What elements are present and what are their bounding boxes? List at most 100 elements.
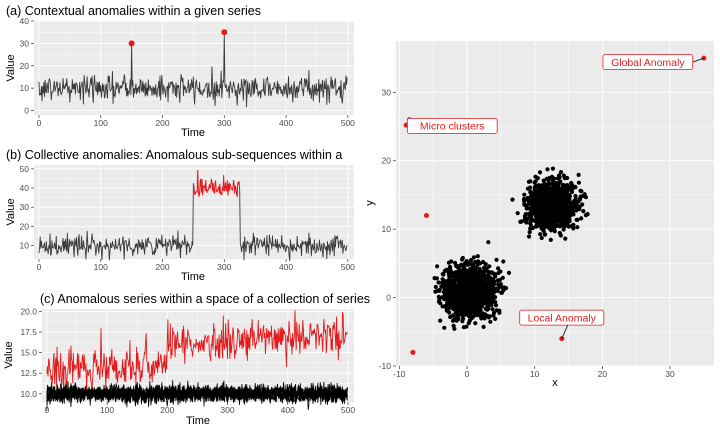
panel-b-title: (b) Collective anomalies: Anomalous sub-… [6,148,342,162]
anomaly-point [128,40,135,47]
x-tick-label: 200 [160,405,174,415]
x-tick-label: 0 [37,118,42,128]
cluster-2-point [554,181,559,186]
cluster-1-point [506,270,512,275]
cluster-1-point [464,312,469,317]
cluster-1-point [440,280,445,285]
cluster-2-point [557,223,563,228]
cluster-1-point [486,269,491,275]
cluster-1-point [461,267,466,273]
cluster-1-point [481,324,486,329]
y-tick-label: -10 [379,361,392,371]
cluster-1-point [489,299,494,304]
cluster-2-point [573,196,578,201]
x-tick-label: 0 [465,369,470,379]
cluster-2-point [510,197,515,202]
cluster-2-point [581,209,586,214]
cluster-2-point [526,196,531,201]
cluster-1-point [452,280,457,285]
cluster-1-point [468,312,473,317]
cluster-2-point [522,192,527,197]
cluster-1-point [462,271,467,276]
cluster-2-point [578,196,583,201]
cluster-2-point [548,237,553,242]
x-tick-label: 500 [341,262,355,272]
cluster-1-point [479,270,484,275]
cluster-1-point [485,302,490,307]
cluster-2-point [565,204,571,209]
cluster-2-point [559,191,564,196]
cluster-1-point [467,302,472,307]
cluster-1-point [493,316,498,321]
cluster-1-point [479,273,485,278]
panel-c-xlabel: Time [186,415,210,427]
cluster-2-point [566,217,572,222]
cluster-2-point [530,203,535,208]
cluster-1-point [499,290,504,295]
cluster-2-point [528,215,533,220]
x-tick-label: 10 [530,369,540,379]
cluster-2-point [565,183,570,188]
cluster-1-point [451,323,456,328]
panel-b: (b) Collective anomalies: Anomalous sub-… [5,148,355,283]
cluster-1-point [479,316,484,321]
cluster-1-point [459,298,464,303]
cluster-2-point [527,230,532,235]
cluster-1-point [485,281,491,287]
panel-a-series [38,32,348,108]
cluster-1-point [491,313,496,318]
panel-a-ticks: 0 100 200 300 400 500 0 10 20 30 40 [20,16,356,128]
cluster-2-point [526,234,532,239]
cluster-1-point [490,271,495,276]
cluster-2-point [558,206,564,211]
cluster-2-point [558,170,564,175]
x-tick-label: 200 [155,118,169,128]
cluster-1-point [470,293,475,298]
cluster-1-point [497,310,502,315]
cluster-1-point [475,302,480,307]
cluster-2-point [525,186,531,191]
annotation-label: Global Anomaly [611,57,685,69]
cluster-1-point [500,275,505,280]
cluster-1-point [486,240,491,245]
panel-a-gridlines [34,20,354,115]
cluster-1-point [495,278,500,283]
cluster-1-point [462,302,467,307]
cluster-2-point [545,191,550,196]
cluster-1-point [434,276,439,281]
cluster-1-point [448,302,453,308]
cluster-1-point [440,272,445,277]
cluster-2-point [542,186,547,191]
cluster-2-point [544,176,549,181]
cluster-2-point [575,217,580,222]
cluster-1-point [446,271,451,277]
cluster-2-point [541,215,546,220]
y-tick-label: 30 [20,202,30,212]
cluster-2-point [536,183,541,188]
cluster-1-point [471,278,476,283]
cluster-2-point [555,176,561,181]
cluster-1-point [478,307,483,312]
cluster-2-point [570,186,575,191]
annotation-connector [692,57,704,63]
cluster-2-point [549,198,554,203]
cluster-1-point [473,321,478,326]
cluster-1-point [483,262,488,267]
cluster-1-point [449,259,454,264]
cluster-1-point [435,264,440,269]
cluster-2-point [561,184,566,189]
cluster-2-point [553,220,558,225]
cluster-1-point [493,295,498,300]
y-tick-label: 20 [20,221,30,231]
cluster-2-point [579,216,584,221]
cluster-1-point [486,315,491,320]
cluster-2-point [565,214,570,219]
cluster-1-point [481,299,486,304]
cluster-1-point [473,260,478,265]
cluster-1-point [488,275,493,281]
cluster-1-point [443,304,448,309]
cluster-1-point [482,316,487,321]
cluster-1-point [444,282,449,287]
cluster-1-point [494,257,499,262]
cluster-2-point [556,215,561,221]
